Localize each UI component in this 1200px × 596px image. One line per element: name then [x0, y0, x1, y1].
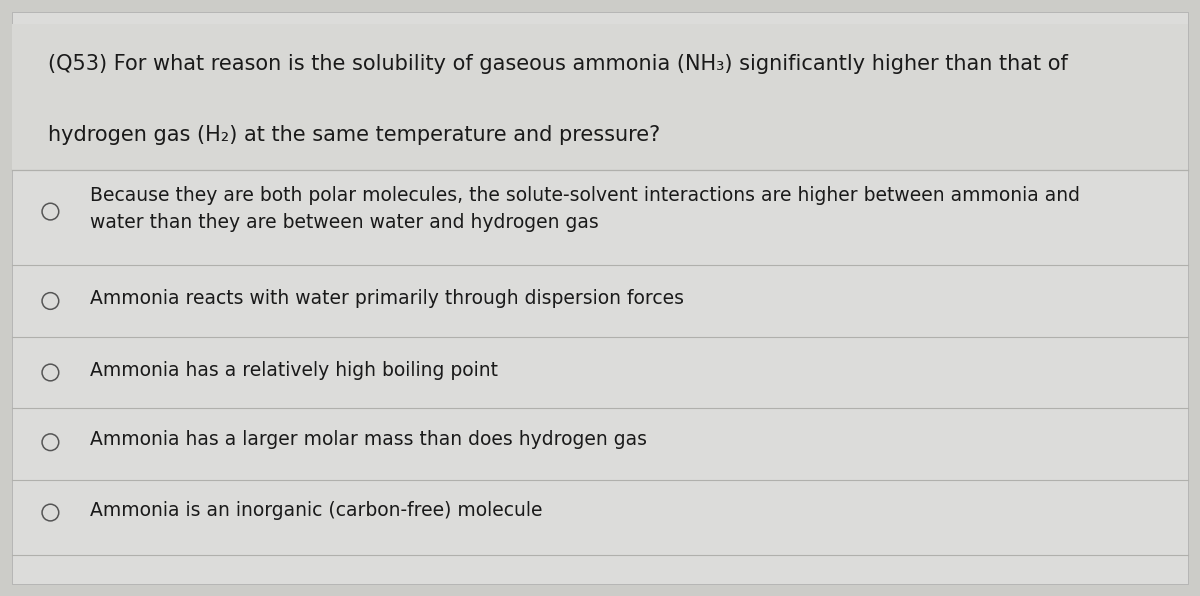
- Text: (Q53) For what reason is the solubility of gaseous ammonia (NH₃) significantly h: (Q53) For what reason is the solubility …: [48, 54, 1068, 74]
- Text: Ammonia has a relatively high boiling point: Ammonia has a relatively high boiling po…: [90, 361, 498, 380]
- FancyBboxPatch shape: [12, 12, 1188, 584]
- Text: Ammonia reacts with water primarily through dispersion forces: Ammonia reacts with water primarily thro…: [90, 289, 684, 308]
- Text: Ammonia is an inorganic (carbon-free) molecule: Ammonia is an inorganic (carbon-free) mo…: [90, 501, 542, 520]
- FancyBboxPatch shape: [12, 24, 1188, 170]
- Text: Ammonia has a larger molar mass than does hydrogen gas: Ammonia has a larger molar mass than doe…: [90, 430, 647, 449]
- Text: Because they are both polar molecules, the solute-solvent interactions are highe: Because they are both polar molecules, t…: [90, 186, 1080, 232]
- Text: hydrogen gas (H₂) at the same temperature and pressure?: hydrogen gas (H₂) at the same temperatur…: [48, 125, 660, 145]
